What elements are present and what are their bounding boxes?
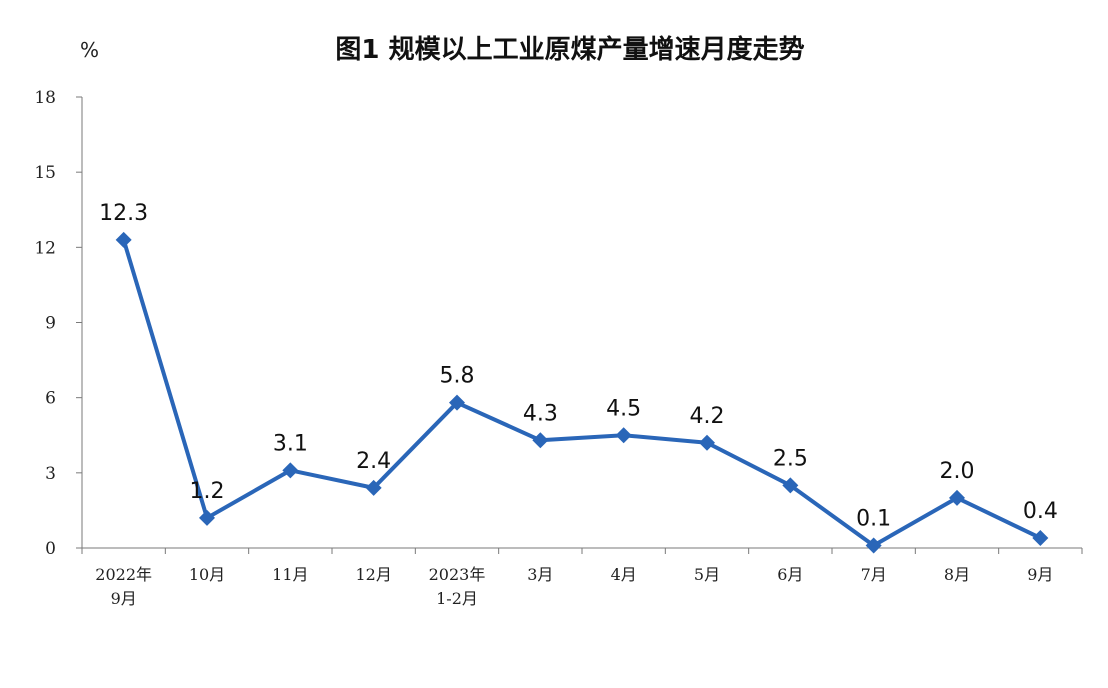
data-point-marker: [282, 462, 299, 479]
data-label: 4.5: [606, 396, 641, 421]
data-point-marker: [949, 489, 965, 506]
series-line: [121, 239, 1042, 548]
data-label: 4.3: [523, 401, 558, 426]
data-label: 2.5: [773, 446, 808, 471]
y-tick-label: 6: [45, 389, 56, 409]
x-tick-label: 9月: [111, 589, 137, 608]
y-tick-label: 18: [34, 88, 56, 108]
data-label: 4.2: [690, 404, 725, 429]
x-tick-label: 4月: [611, 565, 637, 584]
data-point-marker: [865, 537, 882, 554]
data-point-marker: [782, 477, 799, 494]
data-labels: 12.3 1.2 3.1 2.4 5.8 4.3 4.5 4.2 2.5 0.1 2.0 0.4: [99, 201, 1058, 532]
x-tick-label: 5月: [694, 565, 720, 584]
x-tick-label: 10月: [189, 565, 225, 584]
data-label: 2.4: [356, 449, 391, 474]
data-point-marker: [449, 394, 465, 411]
data-label: 12.3: [99, 201, 148, 226]
data-label: 0.4: [1023, 499, 1058, 524]
data-label: 1.2: [190, 479, 225, 504]
x-tick-label: 9月: [1027, 565, 1053, 584]
chart-title: 图1 规模以上工业原煤产量增速月度走势: [335, 34, 804, 65]
x-tick-label: 12月: [355, 565, 391, 584]
data-point-marker: [699, 434, 715, 451]
x-tick-label: 2022年: [95, 565, 152, 584]
x-tick-label: 3月: [527, 565, 553, 584]
x-tick-label: 8月: [944, 565, 970, 584]
data-label: 0.1: [856, 506, 891, 531]
series-line-group: [121, 239, 1042, 548]
data-label: 2.0: [940, 459, 975, 484]
data-label: 3.1: [273, 431, 308, 456]
data-point-marker: [532, 432, 549, 449]
y-tick-label: 15: [34, 163, 56, 183]
y-tick-label: 12: [34, 238, 56, 258]
x-tick-label: 11月: [272, 565, 308, 584]
y-tick-label: 0: [45, 539, 56, 559]
y-tick-label: 9: [45, 314, 56, 334]
y-axis-unit: %: [80, 38, 99, 62]
axes: 0 3 6 9 12 15 18 2022年 9月 10月 11月 12月 2023年 1-2月 3月 4月 5…: [34, 88, 1083, 608]
data-label: 5.8: [440, 364, 475, 389]
x-tick-label: 1-2月: [436, 589, 478, 608]
y-tick-label: 3: [45, 464, 56, 484]
data-point-marker: [199, 509, 215, 526]
data-markers: [115, 231, 1049, 554]
data-point-marker: [115, 231, 132, 248]
x-tick-label: 7月: [861, 565, 887, 584]
data-point-marker: [615, 427, 632, 444]
data-point-marker: [365, 479, 382, 496]
x-tick-label: 2023年: [429, 565, 486, 584]
x-tick-label: 6月: [777, 565, 803, 584]
data-point-marker: [1032, 529, 1049, 546]
